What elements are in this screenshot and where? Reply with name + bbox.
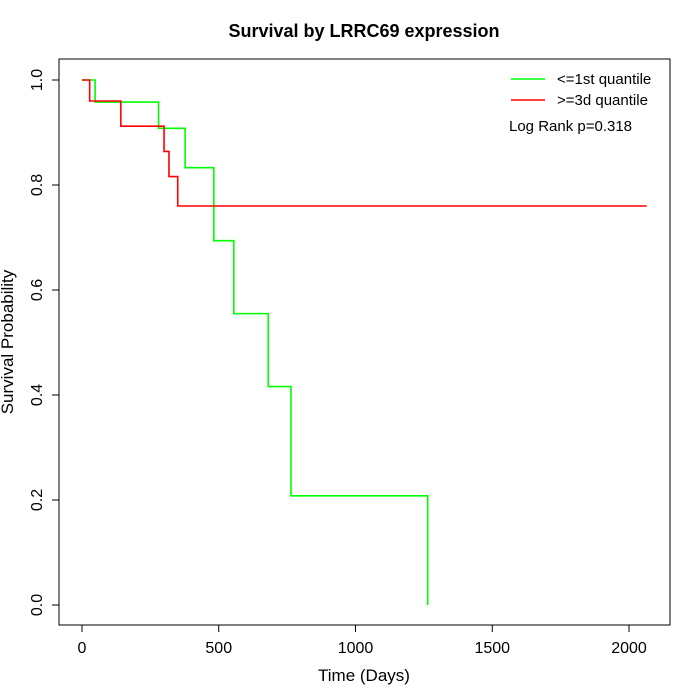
- y-tick-label: 0.6: [29, 279, 46, 301]
- legend-label: <=1st quantile: [557, 71, 651, 88]
- legend-label: >=3d quantile: [557, 92, 648, 109]
- series-layer: [82, 79, 647, 605]
- log-rank-annotation: Log Rank p=0.318: [509, 118, 632, 135]
- survival-curve-high-quantile: [82, 79, 647, 207]
- x-tick-label: 1000: [338, 640, 374, 657]
- x-axis: 0 500 1000 1500 2000: [78, 624, 647, 657]
- x-tick-label: 0: [78, 640, 87, 657]
- x-tick-label: 500: [205, 640, 232, 657]
- y-axis-label: Survival Probability: [0, 269, 17, 414]
- y-tick-label: 0.4: [29, 384, 46, 406]
- y-tick-label: 0.2: [29, 489, 46, 511]
- y-axis: 0.0 0.2 0.4 0.6 0.8 1.0: [29, 69, 60, 616]
- plot-frame: [58, 58, 671, 626]
- y-tick-label: 0.8: [29, 174, 46, 196]
- x-axis-label: Time (Days): [318, 666, 410, 685]
- chart-title: Survival by LRRC69 expression: [228, 21, 499, 41]
- y-tick-label: 0.0: [29, 594, 46, 616]
- legend: <=1st quantile >=3d quantile: [511, 71, 651, 109]
- survival-curve-low-quantile: [82, 79, 429, 605]
- y-tick-label: 1.0: [29, 69, 46, 91]
- x-tick-label: 1500: [474, 640, 510, 657]
- x-tick-label: 2000: [611, 640, 647, 657]
